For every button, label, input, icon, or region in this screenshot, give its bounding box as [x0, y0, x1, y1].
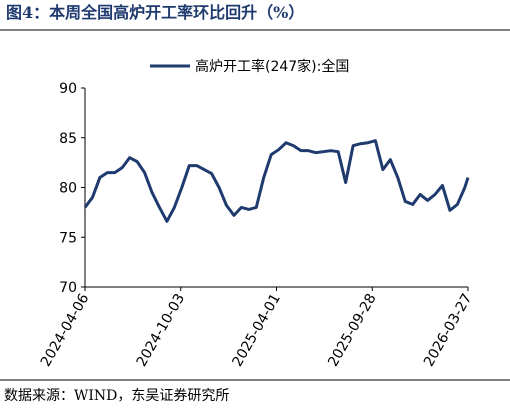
- y-tick-label: 70: [59, 280, 77, 296]
- x-tick-label: 2025-09-28: [325, 291, 380, 369]
- source: 数据来源：WIND，东吴证券研究所: [4, 388, 229, 404]
- y-tick-label: 80: [59, 181, 77, 197]
- series-line: [83, 139, 470, 223]
- x-tick-label: 2024-10-03: [134, 291, 189, 369]
- x-tick-label: 2026-03-27: [421, 291, 476, 369]
- y-tick-label: 85: [59, 131, 77, 147]
- x-tick-label: 2024-04-06: [38, 291, 93, 370]
- legend-label: 高炉开工率(247家):全国: [195, 58, 349, 75]
- y-tick-label: 75: [59, 230, 77, 246]
- chart-title: 图4：本周全国高炉开工率环比回升（%）: [6, 3, 304, 22]
- x-tick-label: 2025-04-01: [229, 291, 284, 369]
- y-tick-label: 90: [59, 81, 77, 97]
